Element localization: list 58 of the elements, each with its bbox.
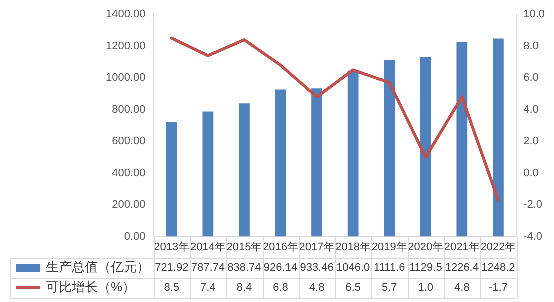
data-label: 1248.2 <box>482 262 516 274</box>
y-tick-label: 1200.00 <box>106 40 146 52</box>
data-label: 721.92 <box>155 262 189 274</box>
data-label: 8.4 <box>236 282 252 294</box>
x-tick-label: 2016年 <box>263 241 298 254</box>
data-label: 1111.6 <box>374 262 406 274</box>
bar <box>456 42 468 237</box>
data-label: 8.5 <box>164 282 180 294</box>
bar <box>166 122 178 237</box>
data-label: -1.7 <box>488 282 508 294</box>
data-label: 4.8 <box>454 282 470 294</box>
data-label: 1226.4 <box>445 262 479 274</box>
y-tick-label: 400.00 <box>112 167 146 180</box>
data-label: 838.74 <box>228 262 262 274</box>
x-tick-label: 2015年 <box>226 241 262 254</box>
x-tick-label: 2021年 <box>444 241 480 254</box>
x-tick-label: 2017年 <box>299 241 335 254</box>
y2-tick-label: 8.0 <box>524 40 539 52</box>
data-label: 1046.0 <box>336 262 370 274</box>
data-label: 6.5 <box>346 282 361 294</box>
y-tick-label: 800.00 <box>112 104 146 116</box>
y2-tick-label: 0.0 <box>524 167 539 180</box>
y-tick-label: 600.00 <box>112 136 146 148</box>
data-label: 6.8 <box>273 282 288 294</box>
legend-label: 可比增长（%） <box>46 280 136 295</box>
legend-label: 生产总值（亿元） <box>46 260 150 275</box>
bar <box>312 88 322 237</box>
y-tick-label: 200.00 <box>112 199 146 212</box>
x-tick-label: 2020年 <box>408 241 444 254</box>
y2-tick-label: 6.0 <box>524 72 539 84</box>
y2-tick-label: -4.0 <box>524 230 543 243</box>
x-tick-label: 2014年 <box>190 241 226 254</box>
bar <box>348 70 359 237</box>
y2-tick-label: -2.0 <box>524 199 543 212</box>
data-label: 787.74 <box>191 262 226 274</box>
y-tick-label: 0.00 <box>124 230 146 243</box>
data-label: 933.46 <box>300 262 334 274</box>
data-label: 7.4 <box>200 282 216 294</box>
y2-tick-label: 4.0 <box>524 104 539 116</box>
data-label: 4.8 <box>309 282 325 294</box>
bar <box>239 104 250 237</box>
bar <box>202 112 214 237</box>
bar <box>493 38 504 237</box>
data-label: 1.0 <box>418 282 434 294</box>
data-label: 5.7 <box>382 282 398 294</box>
y2-tick-label: 2.0 <box>524 136 539 148</box>
data-label: 926.14 <box>264 262 298 274</box>
bar <box>420 58 432 237</box>
data-label: 1129.5 <box>409 262 442 274</box>
bar <box>275 90 286 237</box>
bar <box>384 60 396 237</box>
y-tick-label: 1000.00 <box>106 72 146 84</box>
x-tick-label: 2013年 <box>154 241 190 254</box>
x-tick-label: 2022年 <box>480 241 516 254</box>
y2-tick-label: 10.0 <box>524 8 546 21</box>
x-tick-label: 2018年 <box>336 241 372 254</box>
y-tick-label: 1400.00 <box>106 8 146 21</box>
x-tick-label: 2019年 <box>372 241 408 254</box>
